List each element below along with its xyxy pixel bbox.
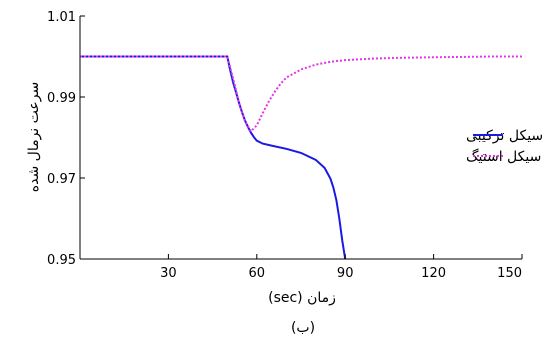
x-axis-title: زمان (sec) [268,290,336,306]
plot-area [80,16,522,259]
legend: سیکل ترکیبی سیکل استیگ [466,128,543,165]
y-axis-title: سرعت نرمال شده [26,82,42,192]
x-tick-label: 150 [497,266,522,281]
y-tick-label: 1.01 [47,10,76,25]
x-tick-label: 90 [337,266,354,281]
y-tick-label: 0.95 [47,253,76,268]
legend-label-1: سیکل ترکیبی [466,128,543,144]
figure-caption: (ب) [291,320,315,336]
y-tick-label: 0.99 [47,91,76,106]
x-tick-label: 60 [249,266,266,281]
x-tick-label: 120 [421,266,446,281]
legend-label-2: سیکل استیگ [466,148,541,165]
x-tick-label: 30 [160,266,177,281]
y-tick-label: 0.97 [47,172,76,187]
